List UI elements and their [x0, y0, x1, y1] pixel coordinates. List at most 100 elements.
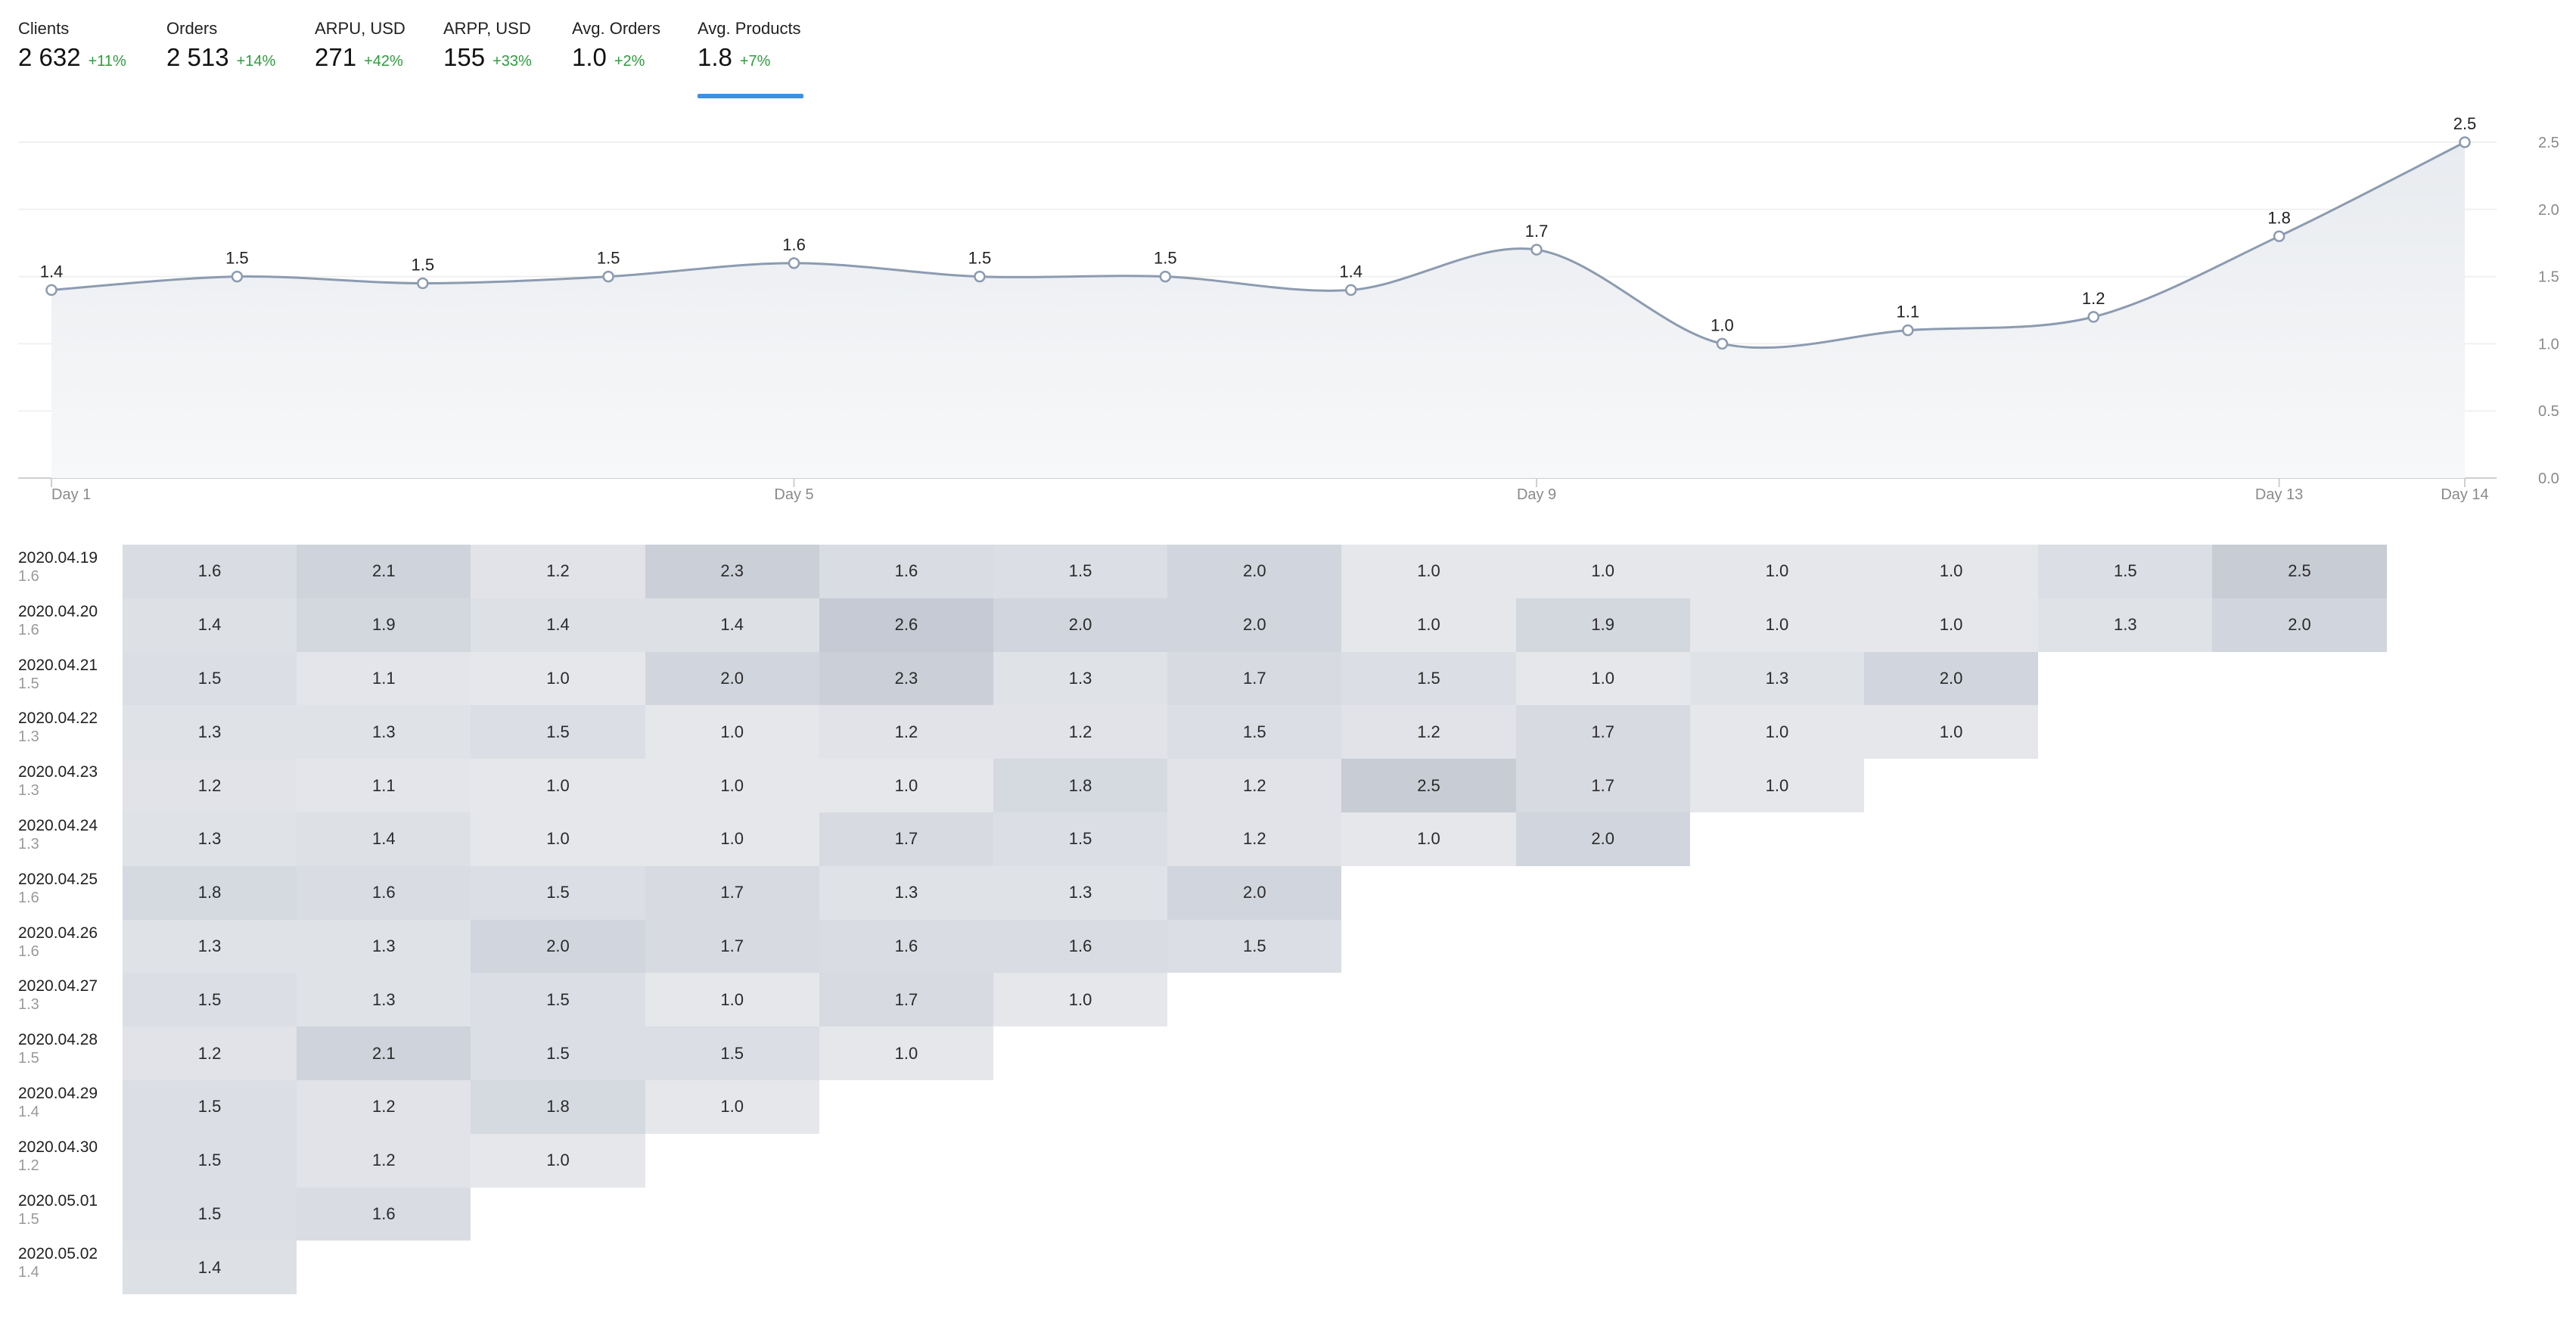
- cohort-cell[interactable]: 1.6: [297, 1187, 471, 1241]
- cohort-cell[interactable]: 1.3: [297, 705, 471, 759]
- cohort-cell[interactable]: 1.6: [123, 545, 297, 598]
- cohort-cell[interactable]: 2.0: [2212, 598, 2387, 652]
- cohort-cell[interactable]: 1.2: [819, 705, 993, 759]
- cohort-cell[interactable]: 1.0: [819, 759, 993, 812]
- cohort-cell[interactable]: 1.5: [2038, 545, 2213, 598]
- cohort-cell[interactable]: 2.3: [645, 545, 819, 598]
- cohort-cell[interactable]: 1.5: [1167, 705, 1342, 759]
- cohort-cell[interactable]: 1.4: [297, 812, 471, 866]
- cohort-cell[interactable]: 1.3: [123, 919, 297, 974]
- cohort-cell[interactable]: 1.9: [1515, 598, 1690, 652]
- cohort-cell[interactable]: 1.2: [1341, 705, 1516, 759]
- cohort-cell[interactable]: 2.0: [1167, 865, 1342, 920]
- metric-tab-avg-orders[interactable]: Avg. Orders 1.0 +2%: [572, 18, 660, 86]
- cohort-cell[interactable]: 2.1: [297, 1026, 471, 1080]
- cohort-cell[interactable]: 1.3: [297, 919, 471, 974]
- cohort-cell[interactable]: 2.5: [1341, 759, 1516, 812]
- cohort-cell[interactable]: 1.2: [123, 1026, 297, 1080]
- cohort-cell[interactable]: 1.0: [1689, 759, 1864, 812]
- cohort-cell[interactable]: 1.2: [297, 1133, 471, 1188]
- cohort-cell[interactable]: 1.5: [471, 1026, 645, 1080]
- cohort-cell[interactable]: 1.1: [297, 651, 471, 706]
- cohort-cell[interactable]: 1.0: [1341, 545, 1516, 598]
- cohort-cell[interactable]: 1.5: [471, 865, 645, 920]
- cohort-cell[interactable]: 1.0: [471, 759, 645, 812]
- cohort-cell[interactable]: 1.0: [1689, 705, 1864, 759]
- cohort-cell[interactable]: 1.3: [1689, 651, 1864, 706]
- cohort-cell[interactable]: 1.2: [1167, 812, 1342, 866]
- cohort-cell[interactable]: 1.5: [471, 973, 645, 1027]
- cohort-cell[interactable]: 1.4: [123, 598, 297, 652]
- cohort-cell[interactable]: 1.4: [645, 598, 819, 652]
- cohort-cell[interactable]: 1.0: [471, 651, 645, 706]
- cohort-cell[interactable]: 2.0: [1167, 598, 1342, 652]
- cohort-cell[interactable]: 1.5: [1341, 651, 1516, 706]
- cohort-cell[interactable]: 1.5: [123, 1187, 297, 1241]
- cohort-cell[interactable]: 1.0: [471, 1133, 645, 1188]
- cohort-cell[interactable]: 1.5: [123, 1080, 297, 1134]
- cohort-cell[interactable]: 1.8: [471, 1080, 645, 1134]
- cohort-cell[interactable]: 1.1: [297, 759, 471, 812]
- cohort-cell[interactable]: 1.0: [645, 812, 819, 866]
- cohort-cell[interactable]: 1.3: [993, 651, 1168, 706]
- cohort-cell[interactable]: 1.0: [471, 812, 645, 866]
- cohort-cell[interactable]: 1.6: [993, 919, 1168, 974]
- cohort-cell[interactable]: 1.7: [1515, 759, 1690, 812]
- cohort-cell[interactable]: 1.6: [297, 865, 471, 920]
- cohort-cell[interactable]: 1.3: [123, 812, 297, 866]
- cohort-cell[interactable]: 1.7: [645, 865, 819, 920]
- cohort-cell[interactable]: 1.9: [297, 598, 471, 652]
- cohort-cell[interactable]: 1.3: [993, 865, 1168, 920]
- cohort-cell[interactable]: 1.5: [1167, 919, 1342, 974]
- cohort-cell[interactable]: 1.3: [2038, 598, 2213, 652]
- cohort-cell[interactable]: 1.0: [819, 1026, 993, 1080]
- metric-tab-clients[interactable]: Clients 2 632 +11%: [18, 18, 126, 86]
- cohort-cell[interactable]: 1.0: [1689, 598, 1864, 652]
- metric-tab-arpu[interactable]: ARPU, USD 271 +42%: [315, 18, 406, 86]
- cohort-cell[interactable]: 1.0: [1341, 598, 1516, 652]
- cohort-cell[interactable]: 1.5: [471, 705, 645, 759]
- cohort-cell[interactable]: 1.2: [1167, 759, 1342, 812]
- cohort-cell[interactable]: 1.0: [1515, 545, 1690, 598]
- cohort-cell[interactable]: 1.3: [297, 973, 471, 1027]
- cohort-cell[interactable]: 1.2: [297, 1080, 471, 1134]
- cohort-cell[interactable]: 1.6: [819, 919, 993, 974]
- cohort-cell[interactable]: 2.6: [819, 598, 993, 652]
- cohort-cell[interactable]: 1.3: [123, 705, 297, 759]
- cohort-cell[interactable]: 1.4: [471, 598, 645, 652]
- cohort-cell[interactable]: 2.0: [993, 598, 1168, 652]
- cohort-cell[interactable]: 1.2: [993, 705, 1168, 759]
- cohort-cell[interactable]: 1.7: [819, 812, 993, 866]
- cohort-cell[interactable]: 1.3: [819, 865, 993, 920]
- cohort-cell[interactable]: 1.4: [123, 1241, 297, 1295]
- cohort-cell[interactable]: 1.0: [993, 973, 1168, 1027]
- cohort-cell[interactable]: 1.5: [645, 1026, 819, 1080]
- cohort-cell[interactable]: 2.5: [2212, 545, 2387, 598]
- metric-tab-avg-products[interactable]: Avg. Products 1.8 +7%: [698, 18, 803, 98]
- metric-tab-arpp[interactable]: ARPP, USD 155 +33%: [443, 18, 532, 86]
- cohort-cell[interactable]: 2.0: [1864, 651, 2039, 706]
- cohort-cell[interactable]: 1.5: [123, 1133, 297, 1188]
- cohort-cell[interactable]: 1.0: [1864, 705, 2039, 759]
- cohort-cell[interactable]: 1.0: [1689, 545, 1864, 598]
- cohort-cell[interactable]: 1.6: [819, 545, 993, 598]
- cohort-cell[interactable]: 1.8: [123, 865, 297, 920]
- metric-tab-orders[interactable]: Orders 2 513 +14%: [166, 18, 275, 86]
- cohort-cell[interactable]: 2.0: [645, 651, 819, 706]
- cohort-cell[interactable]: 1.8: [993, 759, 1168, 812]
- cohort-cell[interactable]: 1.5: [123, 651, 297, 706]
- cohort-cell[interactable]: 2.0: [1167, 545, 1342, 598]
- cohort-cell[interactable]: 1.0: [645, 705, 819, 759]
- cohort-cell[interactable]: 1.2: [123, 759, 297, 812]
- cohort-cell[interactable]: 2.3: [819, 651, 993, 706]
- cohort-cell[interactable]: 1.0: [1864, 598, 2039, 652]
- cohort-cell[interactable]: 1.0: [1515, 651, 1690, 706]
- cohort-cell[interactable]: 1.7: [1515, 705, 1690, 759]
- cohort-cell[interactable]: 1.0: [645, 759, 819, 812]
- cohort-cell[interactable]: 1.5: [993, 545, 1168, 598]
- cohort-cell[interactable]: 1.0: [645, 973, 819, 1027]
- cohort-cell[interactable]: 1.2: [471, 545, 645, 598]
- cohort-cell[interactable]: 1.0: [1341, 812, 1516, 866]
- cohort-cell[interactable]: 1.0: [1864, 545, 2039, 598]
- cohort-cell[interactable]: 1.7: [819, 973, 993, 1027]
